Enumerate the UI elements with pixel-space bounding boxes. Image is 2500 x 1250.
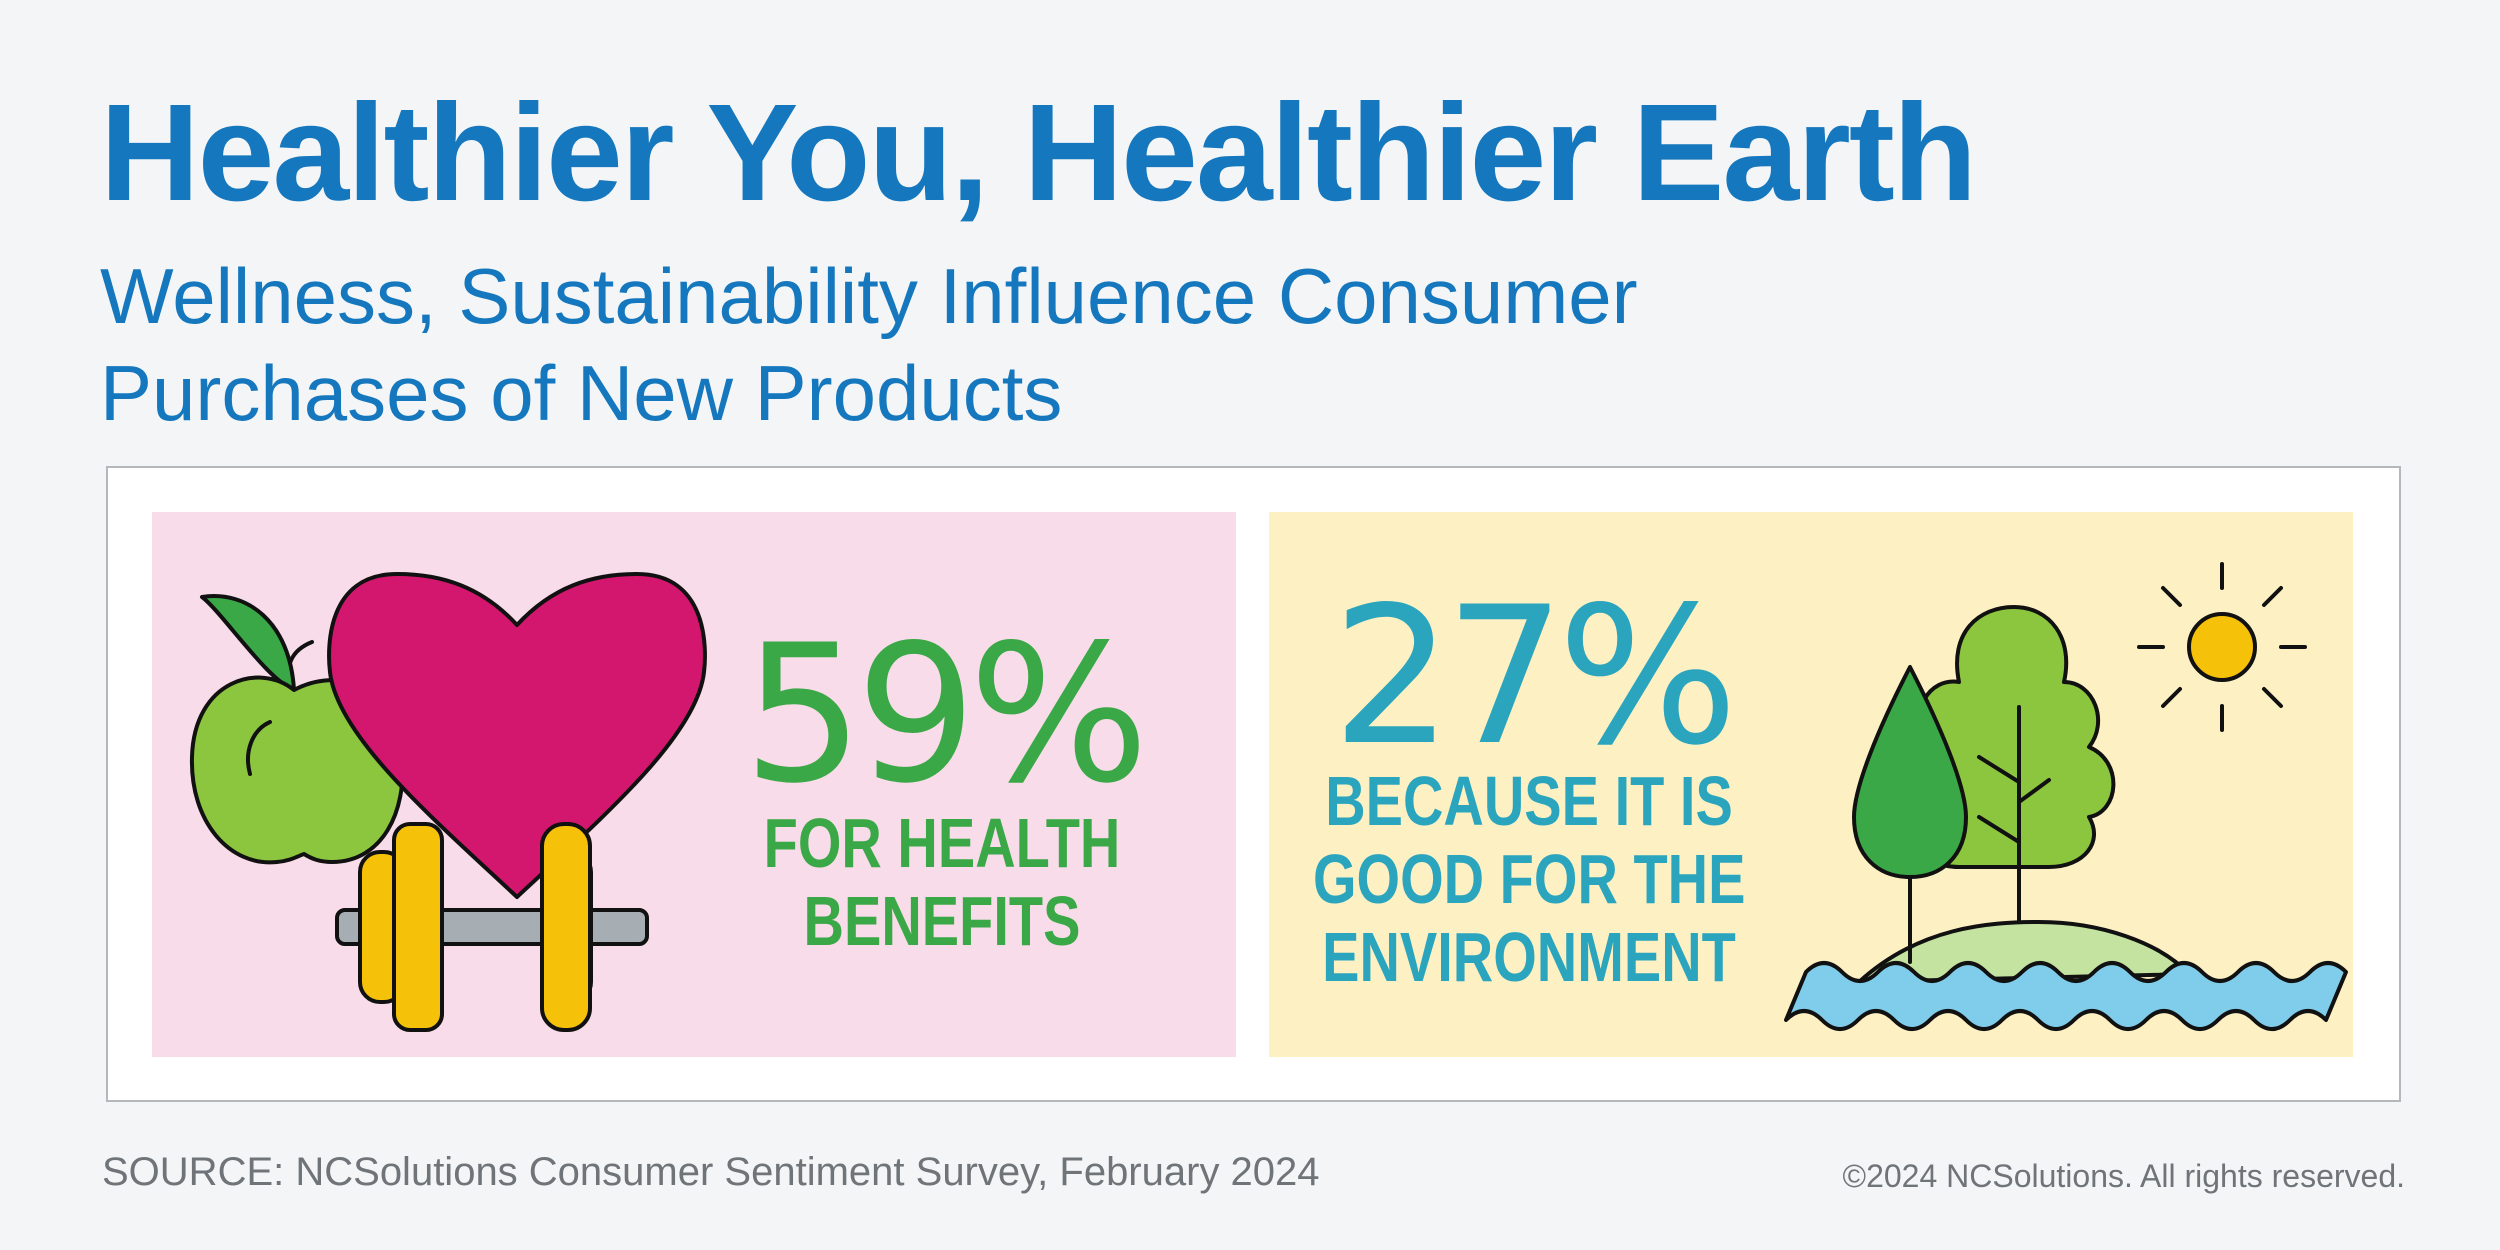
- environment-illustration: [1784, 562, 2348, 1031]
- heart-icon: [327, 572, 707, 899]
- stats-frame: 59% FOR HEALTH BENEFITS: [106, 466, 2401, 1102]
- copyright-note: ©2024 NCSolutions. All rights reserved.: [1842, 1158, 2405, 1194]
- dumbbell-icon: [335, 822, 649, 1032]
- health-panel: 59% FOR HEALTH BENEFITS: [152, 512, 1236, 1057]
- health-illustration: [189, 572, 707, 1032]
- environment-caption: BECAUSE IT IS GOOD FOR THE ENVIRONMENT: [1313, 762, 1746, 996]
- page-subtitle: Wellness, Sustainability Influence Consu…: [100, 252, 1638, 437]
- tree-icon: [1852, 665, 1968, 964]
- page-title: Healthier You, Healthier Earth: [100, 76, 1977, 230]
- health-caption: FOR HEALTH BENEFITS: [763, 804, 1121, 960]
- water-waves-icon: [1784, 961, 2348, 1031]
- health-percent: 59%: [742, 604, 1149, 825]
- source-note: SOURCE: NCSolutions Consumer Sentiment S…: [102, 1150, 1320, 1194]
- environment-percent: 27%: [1331, 566, 1738, 787]
- sun-icon: [2137, 562, 2307, 732]
- environment-panel: 27% BECAUSE IT IS GOOD FOR THE ENVIRONMENT: [1269, 512, 2353, 1057]
